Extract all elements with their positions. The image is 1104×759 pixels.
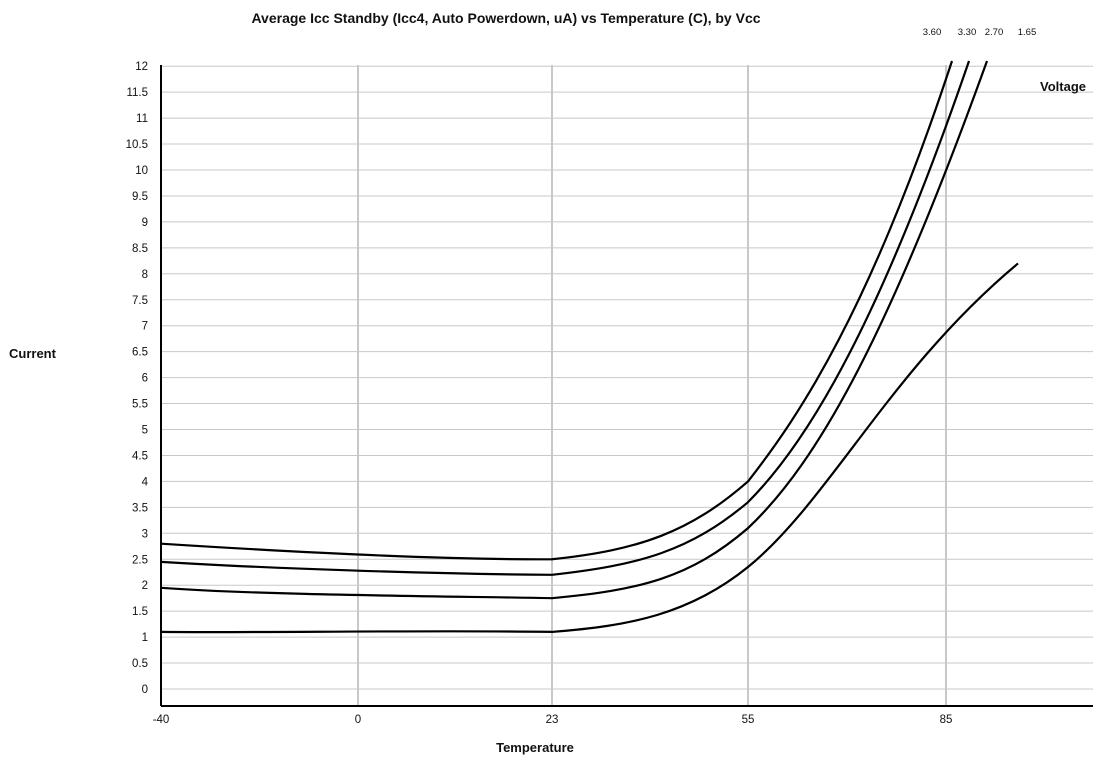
- series-line-1-65: [160, 262, 1019, 634]
- y-tick-label: 3: [142, 528, 148, 540]
- y-tick-label: 4.5: [132, 450, 148, 462]
- x-tick-labels: -40 0 23 55 85: [153, 714, 953, 726]
- x-tick-label: 23: [546, 714, 559, 726]
- series-label: 3.30: [958, 27, 977, 38]
- x-tick-label: 55: [742, 714, 755, 726]
- y-tick-label: 9: [142, 217, 148, 229]
- y-tick-label: 12: [135, 61, 148, 73]
- y-tick-label: 5: [142, 425, 148, 437]
- chart-title: Average Icc Standby (Icc4, Auto Powerdow…: [251, 10, 760, 26]
- y-tick-label: 1.5: [132, 606, 148, 618]
- y-tick-label: 11: [136, 113, 148, 125]
- series-line-3-30: [160, 60, 971, 576]
- x-axis-title: Temperature: [496, 740, 574, 755]
- y-tick-label: 7: [142, 321, 148, 333]
- series-lines: [160, 60, 1019, 634]
- series-label: 1.65: [1018, 27, 1037, 38]
- y-tick-label: 6: [142, 373, 148, 385]
- y-tick-label: 10.5: [126, 139, 148, 151]
- y-tick-label: 4: [142, 476, 149, 488]
- y-tick-label: 6.5: [132, 347, 148, 359]
- y-tick-label: 7.5: [132, 295, 148, 307]
- y-tick-label: 0: [142, 684, 148, 696]
- y-tick-labels: 00.511.522.533.544.555.566.577.588.599.5…: [126, 61, 149, 696]
- y-tick-label: 1: [142, 632, 148, 644]
- series-label: 2.70: [985, 27, 1004, 38]
- y-tick-label: 2: [142, 580, 148, 592]
- series-label: 3.60: [923, 27, 942, 38]
- series-labels: 3.60 3.30 2.70 1.65: [923, 27, 1037, 38]
- x-tick-label: 0: [355, 714, 361, 726]
- y-axis-title: Current: [9, 346, 57, 361]
- axes: [160, 65, 1093, 707]
- y-tick-label: 5.5: [132, 399, 148, 411]
- x-tick-label: 85: [940, 714, 953, 726]
- x-tick-label: -40: [153, 714, 170, 726]
- y-tick-label: 10: [135, 165, 148, 177]
- series-line-2-70: [160, 60, 989, 600]
- y-tick-label: 8.5: [132, 243, 148, 255]
- y-tick-label: 9.5: [132, 191, 148, 203]
- series-line-3-60: [160, 60, 954, 561]
- grid-lines: [161, 65, 1093, 706]
- legend-title: Voltage: [1040, 79, 1086, 94]
- y-tick-label: 0.5: [132, 658, 148, 670]
- y-tick-label: 11.5: [126, 87, 148, 99]
- y-tick-label: 8: [142, 269, 148, 281]
- y-tick-label: 2.5: [132, 554, 148, 566]
- y-tick-label: 3.5: [132, 502, 148, 514]
